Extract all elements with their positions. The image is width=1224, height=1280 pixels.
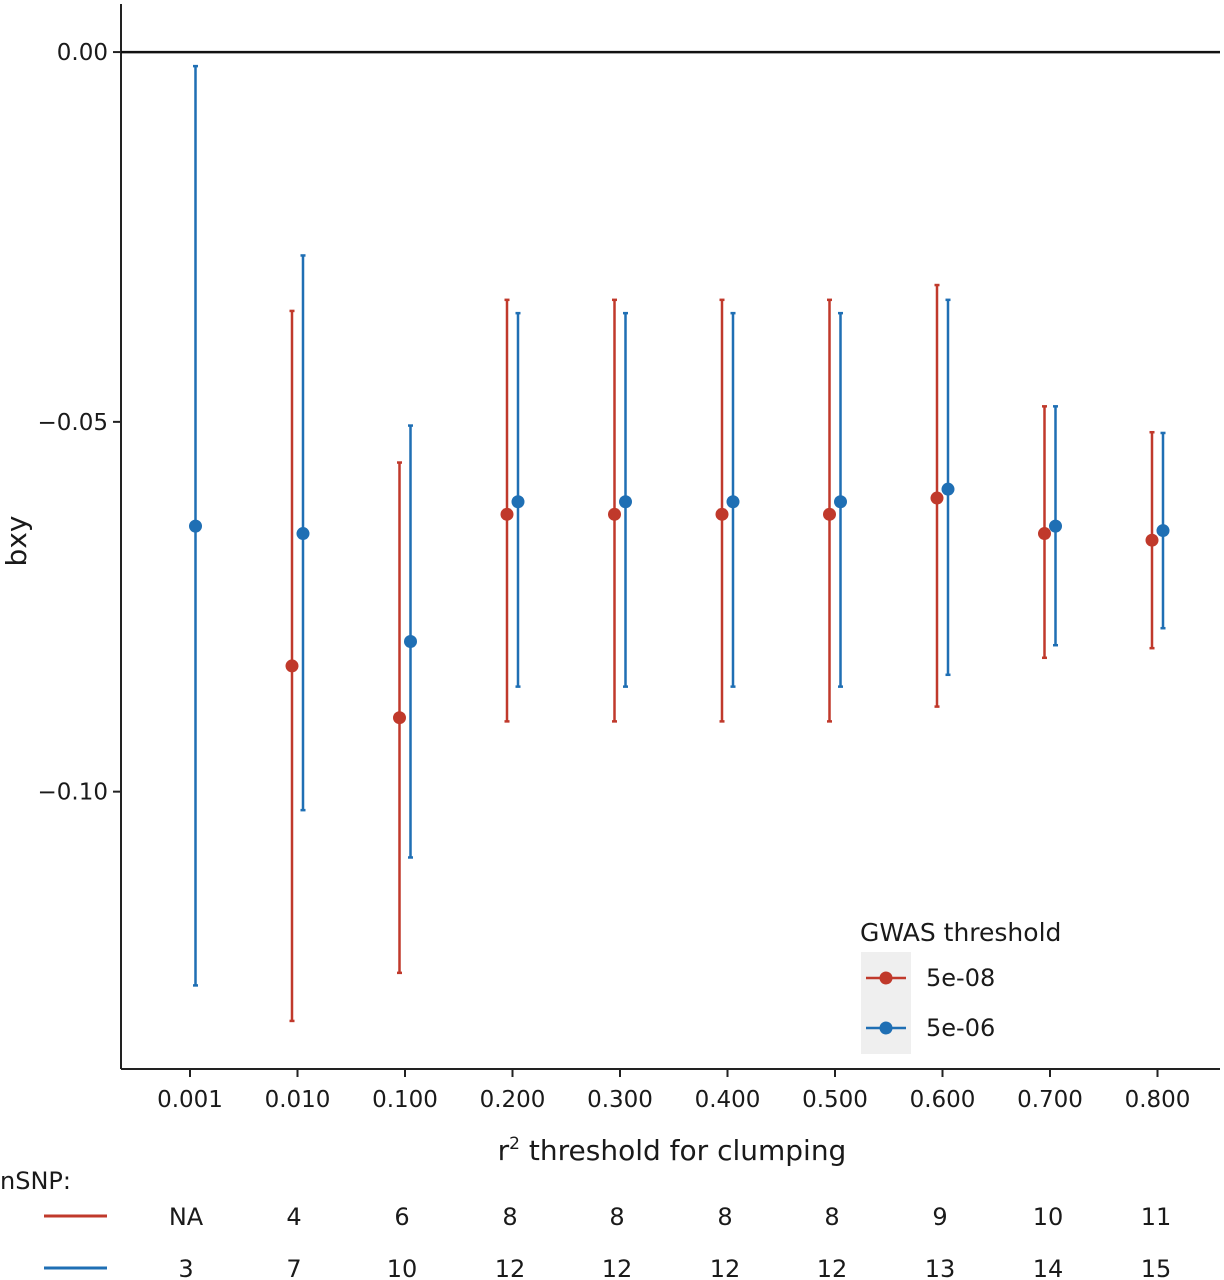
x-tick-label: 0.600 [910,1087,976,1113]
nsnp-value: 3 [178,1255,193,1280]
data-point [1145,533,1159,547]
data-point [715,507,729,521]
y-axis-ticks: 0.00 −0.05 −0.10 [38,40,121,806]
data-point [834,495,847,509]
y-tick-label: −0.10 [38,780,108,806]
data-point [393,711,406,725]
x-tick-label: 0.010 [265,1087,331,1113]
nsnp-value: 12 [602,1255,633,1280]
series-5e-08 [285,283,1159,1023]
x-tick-label: 0.700 [1017,1087,1083,1113]
nsnp-value: 14 [1033,1255,1064,1280]
data-point [189,519,202,533]
data-point [619,495,632,509]
nsnp-value: NA [169,1203,204,1231]
data-point [285,659,299,673]
nsnp-value: 6 [394,1203,409,1231]
x-axis-title-prefix: r [498,1134,510,1167]
plot-marks [189,64,1170,1023]
x-axis-title: r2 threshold for clumping [498,1134,847,1167]
x-tick-label: 0.100 [372,1087,438,1113]
x-axis-title-superscript: 2 [509,1134,520,1154]
x-tick-label: 0.200 [480,1087,546,1113]
nsnp-table: nSNP: NA 4 6 8 8 8 8 9 10 11 3 7 10 12 12 12 12 13 14 15 [0,1167,1171,1280]
legend-title: GWAS threshold [860,918,1061,947]
data-point [1156,524,1170,538]
nsnp-value: 8 [717,1203,732,1231]
data-point [1049,519,1062,533]
x-tick-label: 0.400 [695,1087,761,1113]
x-tick-label: 0.300 [587,1087,653,1113]
x-tick-label: 0.500 [802,1087,868,1113]
data-point [1038,527,1051,541]
nsnp-value: 13 [925,1255,956,1280]
data-point [823,507,836,521]
data-point [726,495,740,509]
legend-key-background [861,952,911,1054]
nsnp-value: 12 [710,1255,741,1280]
nsnp-value: 15 [1141,1255,1172,1280]
nsnp-values: NA 4 6 8 8 8 8 9 10 11 3 7 10 12 12 12 12 13 14 15 [169,1203,1171,1280]
nsnp-label: nSNP: [0,1167,71,1195]
series-5e-06 [189,64,1170,987]
x-axis-title-suffix: threshold for clumping [520,1134,846,1167]
nsnp-value: 7 [286,1255,301,1280]
data-point [404,635,417,649]
nsnp-value: 11 [1141,1203,1172,1231]
nsnp-value: 9 [932,1203,947,1231]
nsnp-value: 8 [609,1203,624,1231]
x-tick-label: 0.800 [1125,1087,1191,1113]
legend-key-point-5e-06 [879,1021,893,1035]
data-point [941,482,955,496]
y-tick-label: 0.00 [57,40,108,66]
data-point [500,507,514,521]
x-tick-label: 0.001 [157,1087,223,1113]
nsnp-value: 12 [817,1255,848,1280]
x-axis-ticks: 0.001 0.010 0.100 0.200 0.300 0.400 0.500 0.600… [157,1069,1190,1113]
nsnp-value: 4 [286,1203,301,1231]
y-tick-label: −0.05 [38,410,108,436]
nsnp-value: 8 [502,1203,517,1231]
legend-key-point-5e-08 [879,971,893,985]
nsnp-value: 8 [824,1203,839,1231]
legend-label-5e-08: 5e-08 [926,964,995,992]
nsnp-value: 10 [387,1255,418,1280]
nsnp-value: 10 [1033,1203,1064,1231]
nsnp-value: 12 [495,1255,526,1280]
data-point [930,491,944,505]
data-point [608,507,621,521]
legend: GWAS threshold 5e-08 5e-06 [860,918,1061,1054]
y-axis-title: bxy [0,516,33,567]
data-point [296,527,310,541]
legend-label-5e-06: 5e-06 [926,1014,995,1042]
data-point [511,495,525,509]
